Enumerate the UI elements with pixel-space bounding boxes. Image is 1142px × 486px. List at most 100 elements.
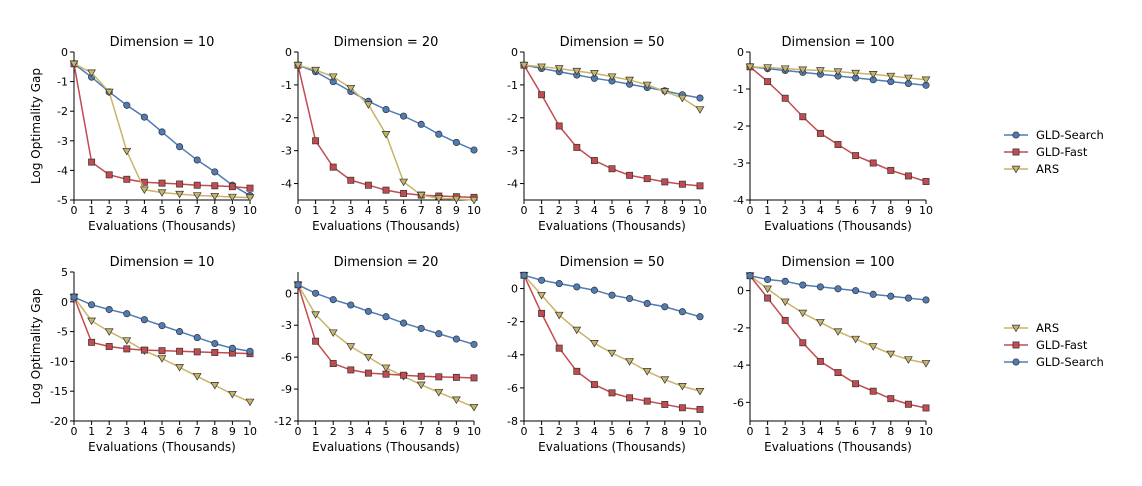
data-point-gld-search	[88, 301, 96, 309]
y-tick-label: -2	[281, 112, 292, 125]
x-tick-label: 5	[383, 425, 390, 438]
y-tick-label: -8	[507, 415, 518, 428]
data-point-ars	[554, 311, 564, 320]
data-point-gld-fast	[573, 367, 581, 375]
x-tick-label: 1	[88, 204, 95, 217]
data-point-ars	[921, 76, 931, 85]
x-tick-label: 2	[782, 204, 789, 217]
x-tick-label: 7	[194, 204, 201, 217]
data-point-ars	[311, 311, 321, 319]
y-tick-label: -1	[281, 79, 292, 92]
data-point-ars	[798, 309, 808, 318]
data-point-gld-fast	[643, 175, 651, 183]
x-tick-label: 7	[870, 204, 877, 217]
data-point-gld-fast	[400, 371, 408, 379]
x-tick-label: 0	[295, 425, 302, 438]
data-point-ars	[416, 381, 426, 390]
data-point-gld-fast	[329, 360, 337, 367]
data-point-gld-fast	[922, 178, 930, 185]
legend-marker	[1012, 148, 1020, 156]
x-tick-label: 3	[799, 425, 806, 438]
data-point-gld-search	[573, 283, 581, 291]
x-tick-label: 6	[852, 204, 859, 217]
data-point-gld-search	[922, 296, 930, 304]
data-point-ars	[589, 339, 599, 348]
subplot-r0-c1: Dimension = 200 1 2 3 4 5 6 7 8 9 100-1-2-3-4Evalu…	[281, 35, 481, 233]
data-point-gld-search	[470, 146, 478, 154]
x-tick-label: 10	[919, 204, 933, 217]
x-tick-label: 0	[71, 425, 78, 438]
data-point-gld-search	[211, 339, 219, 348]
data-point-ars	[311, 66, 321, 75]
data-point-ars	[434, 195, 444, 203]
x-axis-label: Evaluations (Thousands)	[538, 219, 686, 233]
x-tick-label: 1	[764, 425, 771, 438]
data-point-gld-fast	[400, 189, 408, 197]
data-point-gld-search	[158, 128, 166, 136]
data-point-ars	[175, 190, 185, 199]
subplot-title: Dimension = 100	[781, 255, 894, 270]
data-point-gld-fast	[193, 181, 201, 189]
data-point-gld-fast	[538, 309, 546, 317]
data-point-ars	[677, 383, 687, 391]
data-point-gld-search	[228, 344, 236, 352]
data-point-ars	[192, 373, 202, 381]
data-point-ars	[381, 364, 391, 373]
x-tick-label: 4	[365, 425, 372, 438]
data-point-gld-search	[626, 294, 634, 303]
x-tick-label: 5	[383, 204, 390, 217]
data-point-ars	[921, 360, 931, 368]
x-tick-label: 3	[573, 204, 580, 217]
y-tick-label: -9	[281, 383, 292, 396]
x-tick-label: 7	[870, 425, 877, 438]
y-tick-label: -3	[57, 135, 68, 148]
y-tick-label: 0	[737, 46, 744, 59]
x-tick-label: 9	[453, 204, 460, 217]
data-point-ars	[607, 349, 617, 358]
legend-entry-gld-search: GLD-Search	[1004, 355, 1104, 369]
x-tick-label: 9	[905, 425, 912, 438]
data-point-gld-search	[176, 143, 184, 151]
data-point-ars	[572, 326, 582, 335]
data-point-gld-fast	[608, 165, 616, 173]
data-point-gld-fast	[781, 94, 789, 102]
x-tick-label: 1	[538, 204, 545, 217]
data-point-ars	[122, 147, 132, 156]
data-point-ars	[763, 285, 773, 294]
x-tick-label: 7	[418, 425, 425, 438]
legend-row-0: GLD-Search GLD-Fast ARS	[1004, 128, 1104, 176]
x-axis-label: Evaluations (Thousands)	[88, 219, 236, 233]
data-point-gld-search	[123, 101, 131, 109]
x-tick-label: 3	[123, 204, 130, 217]
data-point-gld-fast	[852, 152, 860, 160]
y-tick-label: -10	[50, 355, 68, 368]
data-point-ars	[886, 72, 896, 81]
data-point-gld-fast	[869, 387, 877, 395]
data-point-gld-search	[140, 316, 148, 324]
data-point-gld-search	[123, 310, 131, 318]
data-point-gld-fast	[105, 171, 113, 179]
x-axis-label: Evaluations (Thousands)	[538, 440, 686, 454]
y-tick-label: -3	[733, 157, 744, 170]
data-point-ars	[192, 192, 202, 200]
data-point-gld-search	[417, 120, 425, 128]
subplot-title: Dimension = 20	[334, 255, 439, 270]
x-tick-label: 0	[295, 204, 302, 217]
x-tick-label: 9	[679, 204, 686, 217]
data-point-ars	[625, 358, 635, 366]
data-point-gld-search	[696, 313, 704, 321]
data-point-gld-fast	[922, 404, 930, 412]
x-tick-label: 10	[243, 425, 257, 438]
data-point-gld-search	[816, 283, 824, 291]
data-point-gld-search	[312, 289, 320, 297]
data-point-gld-search	[435, 330, 443, 338]
series-line-gld-fast	[749, 66, 927, 183]
data-point-gld-fast	[470, 374, 478, 382]
y-tick-label: -2	[733, 120, 744, 133]
x-axis-label: Evaluations (Thousands)	[764, 440, 912, 454]
data-point-gld-search	[746, 272, 754, 280]
subplot-r1-c0: Dimension = 100 1 2 3 4 5 6 7 8 9 1050-5-10-15-20E…	[29, 255, 257, 454]
x-tick-label: 6	[400, 425, 407, 438]
y-tick-label: -2	[507, 316, 518, 329]
x-tick-label: 2	[782, 425, 789, 438]
